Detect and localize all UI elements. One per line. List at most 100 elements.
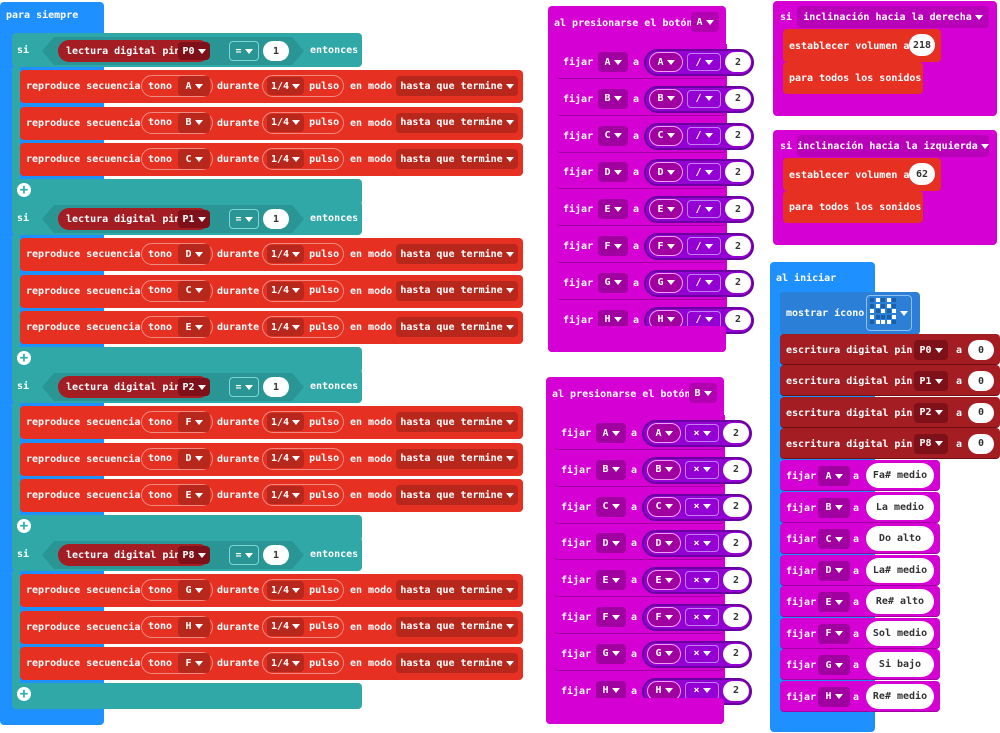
pin-dropdown[interactable]: P1 [178, 210, 210, 228]
math-operator-dropdown[interactable]: / [687, 126, 721, 145]
mode-dropdown[interactable]: hasta que termine [396, 317, 518, 337]
beat-reporter[interactable]: 1/4 pulso [262, 279, 344, 302]
write-value[interactable]: 0 [968, 371, 994, 392]
beat-reporter[interactable]: 1/4 pulso [262, 579, 344, 601]
beat-reporter[interactable]: 1/4 pulso [262, 148, 344, 170]
variable-dropdown[interactable]: H [596, 680, 626, 701]
note-value[interactable]: La medio [866, 494, 934, 520]
beat-dropdown[interactable]: 1/4 [267, 281, 305, 300]
note-dropdown[interactable]: H [178, 616, 210, 637]
variable-reporter[interactable]: D [649, 162, 683, 183]
variable-dropdown[interactable]: D [818, 560, 850, 581]
operand-value[interactable]: 2 [723, 533, 749, 554]
variable-reporter[interactable]: F [647, 607, 681, 627]
math-operator-dropdown[interactable]: × [685, 608, 719, 626]
beat-dropdown[interactable]: 1/4 [267, 318, 305, 336]
digital-write-block[interactable] [780, 334, 1000, 365]
add-icon[interactable]: + [17, 519, 31, 533]
operand-value[interactable]: 2 [723, 643, 749, 664]
operand-value[interactable]: 2 [725, 52, 751, 72]
digital-write-block[interactable] [780, 427, 1000, 459]
beat-dropdown[interactable]: 1/4 [267, 113, 305, 132]
beat-reporter[interactable]: 1/4 pulso [262, 447, 344, 470]
variable-dropdown[interactable]: A [598, 52, 628, 72]
operand-value[interactable]: 2 [723, 496, 749, 517]
compare-value[interactable]: 1 [263, 545, 289, 565]
all-sounds-block[interactable] [783, 191, 923, 223]
button_b-button-dropdown[interactable]: B [689, 383, 717, 403]
operand-value[interactable]: 2 [725, 272, 751, 293]
operand-value[interactable]: 2 [725, 236, 751, 256]
beat-dropdown[interactable]: 1/4 [267, 581, 305, 599]
math-operator-dropdown[interactable]: × [685, 424, 719, 442]
math-operator-dropdown[interactable]: / [687, 53, 721, 71]
operand-value[interactable]: 2 [723, 423, 749, 443]
digital-read-block[interactable]: lectura digital pin [58, 544, 210, 566]
digital-write-block[interactable] [780, 396, 1000, 428]
beat-dropdown[interactable]: 1/4 [267, 245, 305, 263]
write-value[interactable]: 0 [968, 402, 994, 423]
mode-dropdown[interactable]: hasta que termine [396, 412, 518, 432]
operand-value[interactable]: 2 [723, 607, 749, 627]
note-dropdown[interactable]: F [178, 412, 210, 432]
pin-dropdown[interactable]: P1 [914, 371, 948, 392]
variable-reporter[interactable]: C [647, 496, 681, 517]
note-value[interactable]: Re# medio [866, 683, 934, 709]
variable-dropdown[interactable]: H [818, 686, 850, 707]
note-dropdown[interactable]: C [178, 149, 210, 169]
beat-dropdown[interactable]: 1/4 [267, 77, 305, 95]
beat-dropdown[interactable]: 1/4 [267, 617, 305, 636]
mode-dropdown[interactable]: hasta que termine [396, 485, 518, 505]
beat-reporter[interactable]: 1/4 pulso [262, 111, 344, 134]
note-dropdown[interactable]: B [178, 112, 210, 133]
tilt_left-condition-dropdown[interactable]: inclinación hacia la izquierda [797, 135, 989, 157]
note-dropdown[interactable]: D [178, 448, 210, 469]
beat-dropdown[interactable]: 1/4 [267, 449, 305, 468]
variable-reporter[interactable]: E [647, 570, 681, 591]
variable-dropdown[interactable]: B [596, 459, 626, 480]
note-dropdown[interactable]: D [178, 244, 210, 264]
mode-dropdown[interactable]: hasta que termine [396, 76, 518, 96]
beat-dropdown[interactable]: 1/4 [267, 654, 305, 672]
volume-value[interactable]: 62 [909, 163, 935, 185]
beat-reporter[interactable]: 1/4 pulso [262, 484, 344, 506]
mode-dropdown[interactable]: hasta que termine [396, 244, 518, 264]
math-operator-dropdown[interactable]: × [685, 534, 719, 553]
variable-dropdown[interactable]: F [596, 607, 626, 627]
variable-dropdown[interactable]: G [818, 655, 850, 675]
variable-reporter[interactable]: B [649, 88, 683, 109]
operand-value[interactable]: 2 [723, 680, 749, 701]
variable-dropdown[interactable]: E [596, 570, 626, 591]
variable-dropdown[interactable]: F [818, 623, 850, 644]
pin-dropdown[interactable]: P8 [914, 433, 948, 454]
beat-reporter[interactable]: 1/4 pulso [262, 615, 344, 638]
note-dropdown[interactable]: F [178, 653, 210, 673]
mode-dropdown[interactable]: hasta que termine [396, 448, 518, 469]
note-value[interactable]: Do alto [866, 526, 934, 551]
beat-dropdown[interactable]: 1/4 [267, 150, 305, 168]
variable-dropdown[interactable]: D [598, 162, 628, 183]
operand-value[interactable]: 2 [725, 199, 751, 220]
note-dropdown[interactable]: C [178, 280, 210, 301]
variable-reporter[interactable]: F [649, 236, 683, 256]
math-operator-dropdown[interactable]: / [687, 163, 721, 182]
digital-write-block[interactable] [780, 365, 1000, 397]
variable-dropdown[interactable]: B [598, 88, 628, 109]
digital-read-block[interactable]: lectura digital pin [58, 208, 210, 230]
variable-dropdown[interactable]: D [596, 533, 626, 554]
math-operator-dropdown[interactable]: × [685, 497, 719, 516]
compare-value[interactable]: 1 [263, 377, 289, 397]
math-operator-dropdown[interactable]: / [687, 200, 721, 219]
beat-reporter[interactable]: 1/4 pulso [262, 243, 344, 265]
compare-value[interactable]: 1 [263, 209, 289, 229]
math-operator-dropdown[interactable]: / [687, 273, 721, 292]
operand-value[interactable]: 2 [725, 125, 751, 146]
math-operator-dropdown[interactable]: × [685, 571, 719, 590]
mode-dropdown[interactable]: hasta que termine [396, 280, 518, 301]
variable-reporter[interactable]: B [647, 459, 681, 480]
note-value[interactable]: Si bajo [866, 652, 934, 677]
variable-reporter[interactable]: G [649, 272, 683, 293]
operator-dropdown[interactable]: = [229, 377, 259, 397]
note-dropdown[interactable]: E [178, 485, 210, 505]
beat-dropdown[interactable]: 1/4 [267, 486, 305, 504]
